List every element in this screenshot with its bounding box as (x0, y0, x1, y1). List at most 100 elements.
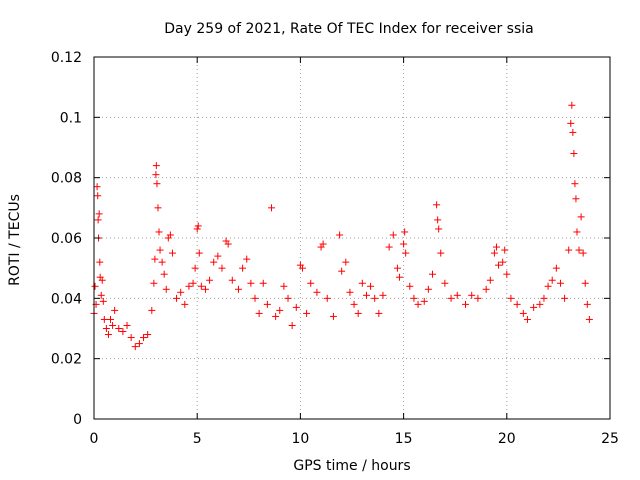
data-point (401, 228, 409, 236)
data-point (565, 246, 573, 254)
data-point (197, 282, 205, 290)
data-point (181, 300, 189, 308)
data-point (581, 279, 589, 287)
data-point (495, 261, 503, 269)
data-point (507, 294, 515, 302)
data-point (94, 192, 102, 200)
data-point (239, 264, 247, 272)
data-point (189, 279, 197, 287)
data-point (115, 325, 123, 332)
data-point (298, 264, 306, 272)
data-point (490, 249, 498, 257)
x-axis-label: GPS time / hours (293, 458, 410, 474)
data-point (263, 300, 271, 308)
data-point (548, 276, 556, 284)
data-point (385, 243, 393, 251)
data-point (185, 282, 193, 290)
y-tick-label: 0.1 (60, 110, 82, 126)
data-point (276, 306, 284, 314)
data-point (191, 264, 199, 272)
data-point (428, 270, 436, 278)
data-point (99, 297, 107, 305)
data-point (346, 288, 354, 296)
data-point (144, 331, 152, 339)
data-point (313, 288, 321, 296)
data-point (228, 276, 236, 284)
data-point (111, 306, 119, 314)
data-point (288, 321, 296, 329)
y-tick-label: 0.02 (51, 352, 82, 368)
data-point (280, 282, 288, 290)
y-tick-label: 0.08 (51, 171, 82, 187)
data-point (177, 288, 185, 296)
data-point (447, 294, 455, 302)
data-point (585, 315, 593, 323)
data-point (569, 128, 577, 136)
data-point (206, 276, 214, 284)
data-point (152, 162, 160, 170)
data-point (150, 279, 158, 287)
data-point (342, 258, 350, 266)
data-point (135, 340, 143, 348)
data-point (303, 309, 311, 317)
data-point (544, 282, 552, 290)
data-point (424, 285, 432, 293)
x-tick-label: 25 (601, 431, 619, 447)
x-tick-label: 15 (395, 431, 413, 447)
data-point (93, 183, 101, 191)
data-point (556, 279, 564, 287)
data-point (166, 231, 174, 239)
data-point (96, 258, 104, 266)
data-point (194, 222, 202, 230)
data-point (151, 255, 159, 263)
data-point (492, 243, 500, 251)
data-point (406, 282, 414, 290)
data-point (123, 321, 131, 329)
data-point (523, 315, 531, 323)
data-point (127, 334, 135, 342)
y-tick-label: 0.04 (51, 291, 82, 307)
data-point (371, 294, 379, 302)
data-point (437, 249, 445, 257)
data-point (571, 180, 579, 188)
data-point (462, 300, 470, 308)
data-point (193, 225, 201, 233)
x-tick-label: 0 (90, 431, 99, 447)
data-point (486, 276, 494, 284)
data-point (503, 270, 511, 278)
data-point (389, 231, 397, 239)
data-point (162, 285, 170, 293)
data-point (94, 216, 102, 224)
data-point (513, 300, 521, 308)
data-point (579, 249, 587, 257)
data-point (568, 101, 576, 109)
data-point (329, 312, 337, 320)
data-point (540, 294, 548, 302)
y-axis-label: ROTI / TECUs (7, 194, 23, 286)
data-point (268, 204, 276, 212)
x-tick-label: 5 (193, 431, 202, 447)
data-point (420, 297, 428, 305)
data-point (573, 228, 581, 236)
data-point (152, 171, 160, 179)
data-point (272, 312, 280, 320)
data-point (255, 309, 263, 317)
data-point (234, 285, 242, 293)
data-point (501, 246, 509, 254)
data-point (519, 309, 527, 317)
data-point (153, 180, 161, 188)
data-point (160, 270, 168, 278)
data-point (530, 303, 538, 311)
data-point (561, 294, 569, 302)
x-axis-ticks: 0 5 10 15 20 25 (90, 57, 619, 447)
data-point (319, 240, 327, 248)
data-point (441, 279, 449, 287)
data-point (393, 264, 401, 272)
data-point (259, 279, 267, 287)
data-point (148, 306, 156, 314)
data-point (218, 264, 226, 272)
data-point (195, 249, 203, 257)
data-point (362, 291, 370, 299)
